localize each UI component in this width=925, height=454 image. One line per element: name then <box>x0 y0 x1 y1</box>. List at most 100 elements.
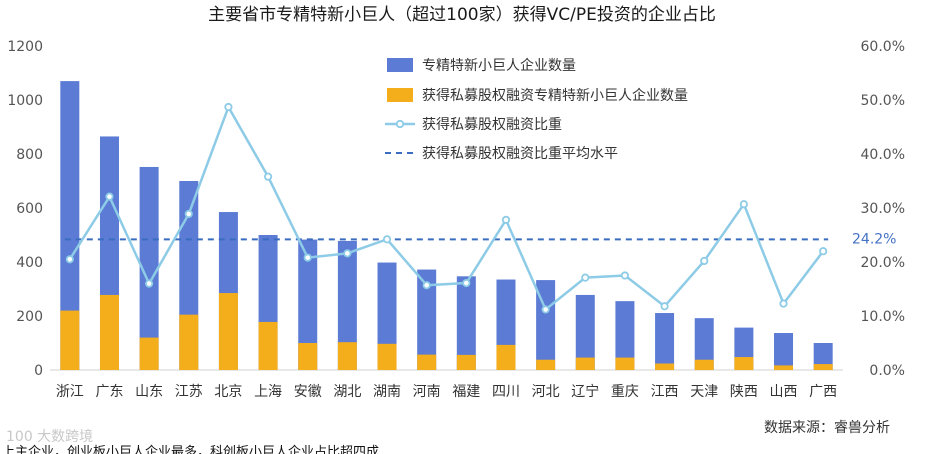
category-label: 浙江 <box>56 384 84 400</box>
bar-funded <box>774 365 794 370</box>
average-value-label: 24.2% <box>852 231 896 247</box>
legend-label-funded: 获得私募股权融资专精特新小巨人企业数量 <box>422 87 688 104</box>
ratio-line-series <box>65 102 828 314</box>
legend-swatch-total <box>387 58 413 72</box>
ratio-point <box>422 281 431 290</box>
category-label: 湖北 <box>333 384 361 400</box>
ratio-point <box>382 235 392 244</box>
ratio-point <box>224 102 233 112</box>
category-label: 江西 <box>651 384 679 400</box>
left-axis-tick: 600 <box>16 201 43 217</box>
bar-funded <box>99 294 119 370</box>
bars-total-series <box>60 81 833 370</box>
right-axis-tick: 10.0% <box>861 309 905 325</box>
bar-total <box>536 280 556 370</box>
category-label: 山东 <box>135 384 163 400</box>
bar-total <box>139 166 159 370</box>
bar-funded <box>337 342 357 370</box>
ratio-point <box>779 299 788 308</box>
bar-funded <box>218 293 238 370</box>
category-label: 四川 <box>492 384 520 400</box>
ratio-point <box>581 273 590 282</box>
bar-total <box>655 313 675 370</box>
category-label: 安徽 <box>294 384 322 400</box>
ratio-point <box>145 279 154 288</box>
left-axis-tick: 0 <box>34 363 43 379</box>
left-axis-tick: 1200 <box>7 39 43 55</box>
right-axis-tick: 60.0% <box>861 39 905 55</box>
left-axis-tick: 800 <box>16 147 43 163</box>
bar-total <box>298 239 318 370</box>
source-note: 数据来源：睿兽分析 <box>764 420 890 436</box>
ratio-point <box>501 215 511 224</box>
right-axis-tick: 0.0% <box>869 363 905 379</box>
left-axis-tick: 1000 <box>7 93 43 109</box>
bar-funded <box>536 359 556 370</box>
bar-funded <box>694 359 714 370</box>
right-axis-tick: 40.0% <box>861 147 905 163</box>
chart-title: 主要省市专精特新小巨人（超过100家）获得VC/PE投资的企业占比 <box>208 5 716 25</box>
bar-total <box>417 269 437 370</box>
bar-funded <box>734 357 754 370</box>
ratio-point <box>105 192 114 201</box>
legend-swatch-funded <box>387 88 413 102</box>
ratio-point <box>819 247 828 256</box>
bar-funded <box>417 354 437 370</box>
ratio-point <box>541 305 550 314</box>
bar-total <box>615 301 635 370</box>
ratio-point <box>660 302 669 311</box>
ratio-point <box>263 172 273 181</box>
category-label: 山西 <box>770 384 798 400</box>
bar-total <box>774 333 794 370</box>
left-axis-tick: 400 <box>16 255 43 271</box>
bar-funded <box>377 343 397 370</box>
category-label: 北京 <box>214 384 242 400</box>
category-label: 河南 <box>413 384 441 400</box>
bar-funded <box>139 337 159 370</box>
legend-label-total: 专精特新小巨人企业数量 <box>422 57 576 74</box>
right-axis-tick: 20.0% <box>861 255 905 271</box>
bar-total <box>456 276 476 370</box>
bar-funded <box>456 354 476 370</box>
bars-funded-series <box>60 293 833 370</box>
ratio-point <box>739 200 748 209</box>
bar-funded <box>496 344 516 370</box>
bar-total <box>813 343 833 370</box>
bar-funded <box>813 364 833 370</box>
watermark: 100 大数跨境 <box>6 429 93 445</box>
left-axis-ticks: 0 200 400 600 800 1000 1200 <box>7 39 43 379</box>
ratio-point <box>343 249 352 258</box>
category-label: 上海 <box>254 384 282 400</box>
bar-total <box>377 262 397 370</box>
average-line: 24.2% <box>64 231 896 247</box>
category-label: 湖南 <box>373 384 401 400</box>
cutoff-caption: 上主企业，创业板小巨人企业最多，科创板小巨人企业占比超四成 <box>2 444 379 454</box>
category-label: 江苏 <box>175 384 203 400</box>
bar-funded <box>615 357 635 370</box>
category-label: 广西 <box>809 384 837 400</box>
ratio-line-path <box>68 105 825 311</box>
legend-label-average: 获得私募股权融资比重平均水平 <box>422 145 618 162</box>
category-label: 天津 <box>690 384 718 400</box>
ratio-point <box>184 209 193 219</box>
right-axis-tick: 30.0% <box>861 201 905 217</box>
category-label: 河北 <box>532 384 560 400</box>
category-labels: 浙江 广东 山东 江苏 北京 上海 安徽 湖北 湖南 河南 福建 四川 河北 辽宁 重庆 江西 天津 陕西 山西 广西 <box>56 383 837 400</box>
category-label: 福建 <box>452 384 480 400</box>
right-axis-ticks: 0.0% 10.0% 20.0% 30.0% 40.0% 50.0% 60.0% <box>861 39 905 379</box>
category-label: 广东 <box>95 384 123 400</box>
bar-total <box>60 81 80 370</box>
ratio-point <box>303 253 312 262</box>
bar-funded <box>655 363 675 370</box>
legend-marker-ratio <box>395 119 405 129</box>
bar-funded <box>575 357 595 370</box>
bar-total <box>694 318 714 370</box>
ratio-point <box>65 255 74 264</box>
bar-funded <box>298 343 318 370</box>
bar-funded <box>179 314 199 370</box>
bar-funded <box>258 321 278 370</box>
ratio-point <box>462 278 471 288</box>
bar-total <box>575 294 595 370</box>
category-label: 重庆 <box>611 384 639 400</box>
right-axis-tick: 50.0% <box>861 93 905 109</box>
